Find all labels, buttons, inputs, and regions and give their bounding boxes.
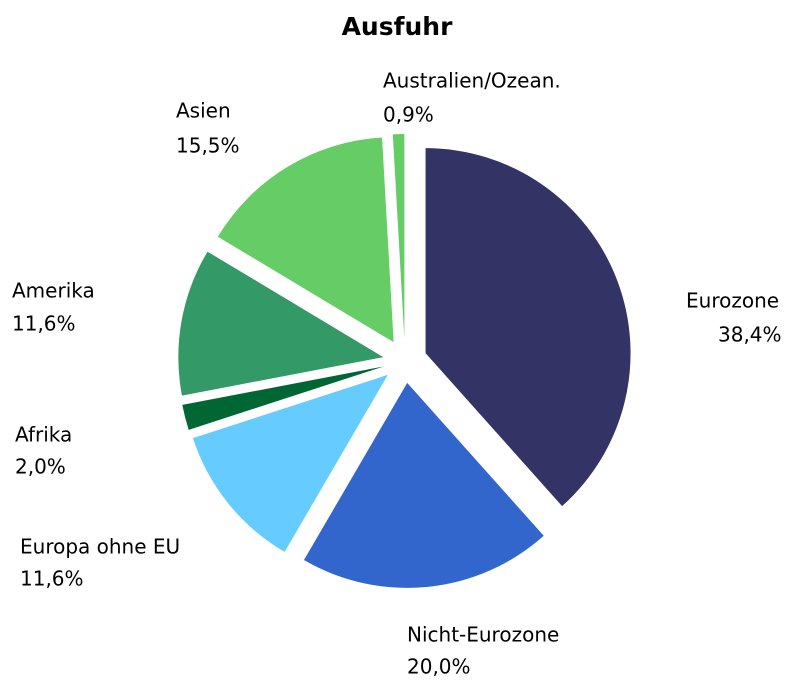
slice-label: Afrika <box>15 423 72 447</box>
pie-slice <box>182 366 384 430</box>
pie-slice <box>178 251 384 396</box>
pie-slice <box>192 374 388 552</box>
chart-title: Ausfuhr <box>342 12 453 41</box>
slice-value: 0,9% <box>383 103 434 127</box>
pie-slice <box>217 137 394 343</box>
slice-value: 15,5% <box>176 134 240 158</box>
slice-label: Australien/Ozean. <box>383 69 561 93</box>
slice-value: 38,4% <box>718 323 782 347</box>
slice-label: Eurozone <box>686 289 779 313</box>
slice-label: Nicht-Eurozone <box>407 623 559 647</box>
slice-label: Amerika <box>12 279 95 303</box>
slice-value: 11,6% <box>12 312 76 336</box>
slice-value: 20,0% <box>407 655 471 679</box>
slice-value: 2,0% <box>15 455 66 479</box>
slice-value: 11,6% <box>20 567 84 591</box>
pie-slice <box>425 148 631 507</box>
pie-slice <box>303 382 544 588</box>
slice-label: Asien <box>176 99 231 123</box>
pie-slice <box>392 134 405 340</box>
slice-label: Europa ohne EU <box>20 535 180 559</box>
